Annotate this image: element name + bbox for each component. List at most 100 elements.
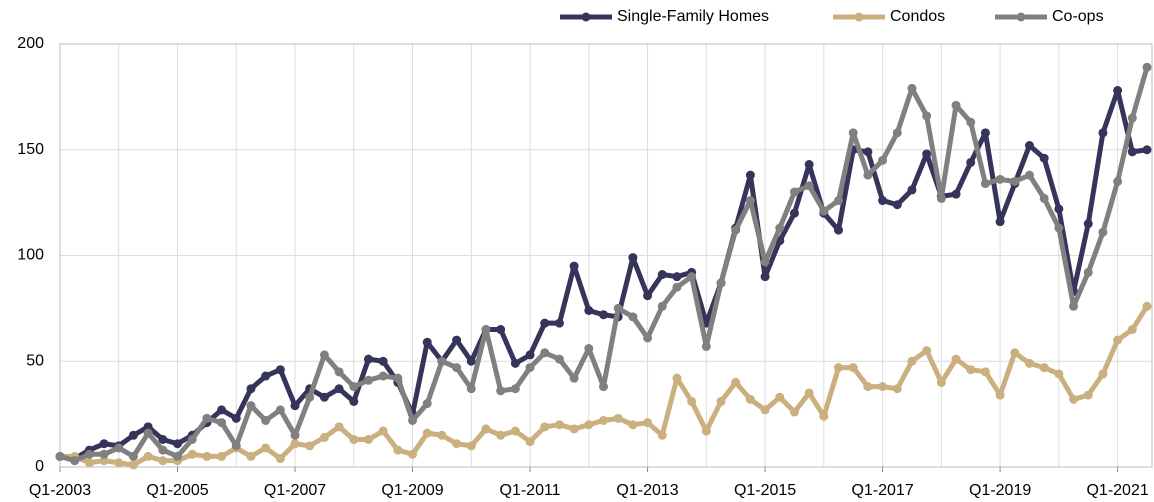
series-point bbox=[643, 333, 653, 343]
series-point bbox=[687, 396, 697, 406]
series-point bbox=[363, 354, 373, 364]
x-tick-label: Q1-2013 bbox=[616, 482, 678, 499]
series-point bbox=[1010, 176, 1020, 186]
series-point bbox=[569, 373, 579, 383]
series-point bbox=[466, 356, 476, 366]
series-point bbox=[907, 185, 917, 195]
series-point bbox=[569, 261, 579, 271]
series-point bbox=[966, 365, 976, 375]
series-point bbox=[246, 451, 256, 461]
series-point bbox=[246, 401, 256, 411]
series-point bbox=[995, 217, 1005, 227]
series-point bbox=[540, 318, 550, 328]
series-point bbox=[1083, 267, 1093, 277]
legend-label: Co-ops bbox=[1052, 8, 1104, 25]
series-point bbox=[892, 128, 902, 138]
series-point bbox=[217, 451, 227, 461]
series-point bbox=[731, 377, 741, 387]
series-point bbox=[363, 435, 373, 445]
series-point bbox=[217, 405, 227, 415]
series-point bbox=[995, 390, 1005, 400]
series-point bbox=[878, 196, 888, 206]
series-point bbox=[1039, 363, 1049, 373]
series-point bbox=[143, 451, 153, 461]
series-point bbox=[231, 413, 241, 423]
series-point bbox=[217, 418, 227, 428]
series-point bbox=[584, 420, 594, 430]
series-point bbox=[437, 430, 447, 440]
series-point bbox=[114, 443, 124, 453]
series-point bbox=[966, 117, 976, 127]
series-point bbox=[907, 83, 917, 93]
series-point bbox=[760, 405, 770, 415]
series-point bbox=[158, 445, 168, 455]
series-point bbox=[804, 181, 814, 191]
series-point bbox=[305, 392, 315, 402]
series-point bbox=[789, 407, 799, 417]
series-point bbox=[922, 149, 932, 159]
x-tick-label: Q1-2015 bbox=[734, 482, 796, 499]
series-point bbox=[760, 257, 770, 267]
series-point bbox=[892, 384, 902, 394]
plot-frame bbox=[59, 43, 1153, 468]
series-point bbox=[261, 443, 271, 453]
series-point bbox=[84, 458, 94, 468]
series-point bbox=[437, 356, 447, 366]
series-point bbox=[936, 193, 946, 203]
series-point bbox=[643, 418, 653, 428]
series-point bbox=[1039, 193, 1049, 203]
series-point bbox=[378, 371, 388, 381]
series-point bbox=[643, 291, 653, 301]
series-point bbox=[363, 375, 373, 385]
series-point bbox=[510, 358, 520, 368]
series-point bbox=[628, 420, 638, 430]
series-point bbox=[775, 392, 785, 402]
series-point bbox=[510, 384, 520, 394]
series-point bbox=[319, 350, 329, 360]
series-point bbox=[863, 382, 873, 392]
series-point bbox=[745, 196, 755, 206]
series-point bbox=[393, 373, 403, 383]
series-point bbox=[128, 430, 138, 440]
series-point bbox=[980, 179, 990, 189]
series-point bbox=[349, 382, 359, 392]
series-point bbox=[1010, 348, 1020, 358]
series-point bbox=[452, 335, 462, 345]
series-point bbox=[114, 458, 124, 468]
series-point bbox=[481, 325, 491, 335]
series-point bbox=[481, 424, 491, 434]
series-point bbox=[540, 348, 550, 358]
series-point bbox=[951, 100, 961, 110]
series-point bbox=[1098, 227, 1108, 237]
series-point bbox=[84, 449, 94, 459]
series-point bbox=[892, 200, 902, 210]
series-point bbox=[951, 354, 961, 364]
series-point bbox=[1127, 147, 1137, 157]
legend-label: Single-Family Homes bbox=[617, 8, 769, 25]
series-point bbox=[158, 456, 168, 466]
series-point bbox=[922, 346, 932, 356]
series-point bbox=[261, 371, 271, 381]
series-point bbox=[393, 445, 403, 455]
x-tick-label: Q1-2021 bbox=[1086, 482, 1148, 499]
series-point bbox=[554, 318, 564, 328]
series-point bbox=[834, 225, 844, 235]
series-point bbox=[980, 128, 990, 138]
series-point bbox=[143, 422, 153, 432]
series-point bbox=[745, 170, 755, 180]
series-point bbox=[672, 272, 682, 282]
series-point bbox=[1113, 335, 1123, 345]
series-point bbox=[1054, 204, 1064, 214]
series-point bbox=[1024, 358, 1034, 368]
series-line bbox=[59, 66, 1150, 464]
x-tick-label: Q1-2007 bbox=[264, 482, 326, 499]
series-point bbox=[657, 270, 667, 280]
series-point bbox=[599, 310, 608, 320]
series-point bbox=[613, 303, 623, 313]
series-point bbox=[907, 356, 917, 366]
series-point bbox=[1142, 62, 1152, 72]
series-point bbox=[128, 451, 138, 461]
series-point bbox=[99, 456, 109, 466]
series-point bbox=[599, 415, 608, 425]
